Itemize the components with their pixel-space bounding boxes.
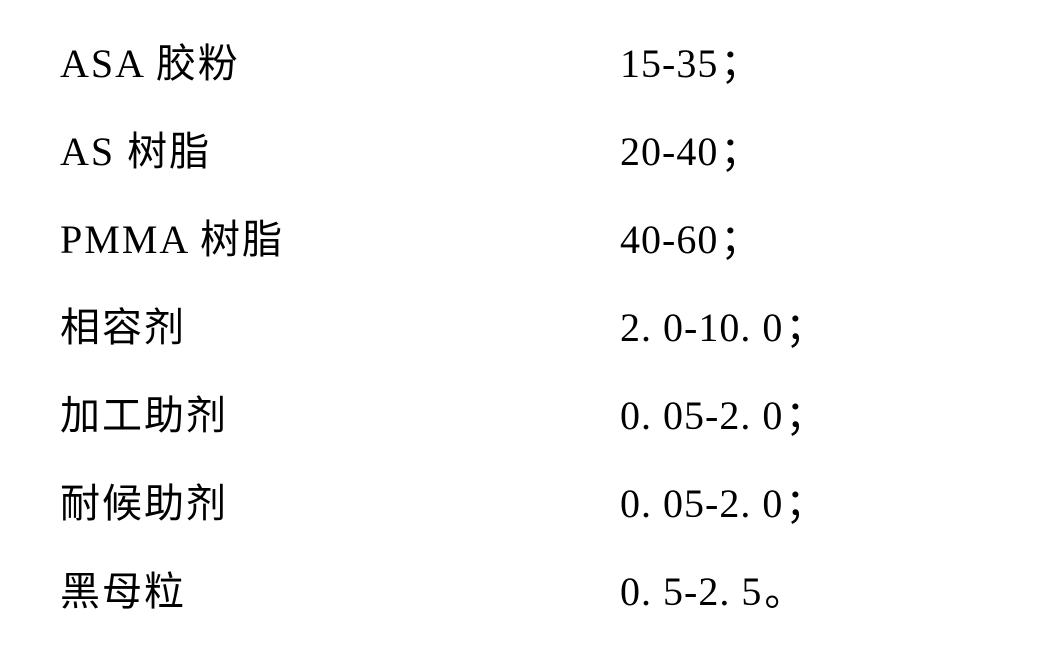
ingredient-value: 15-35； (620, 20, 999, 108)
ingredient-label: AS 树脂 (60, 108, 620, 196)
table-row: AS 树脂 20-40； (60, 108, 999, 196)
table-row: ASA 胶粉 15-35； (60, 20, 999, 108)
table-row: 黑母粒 0. 5-2. 5。 (60, 548, 999, 636)
ingredient-value: 0. 05-2. 0； (620, 372, 999, 460)
ingredient-value: 20-40； (620, 108, 999, 196)
ingredient-value: 0. 05-2. 0； (620, 460, 999, 548)
table-row: PMMA 树脂 40-60； (60, 196, 999, 284)
table-row: 相容剂 2. 0-10. 0； (60, 284, 999, 372)
row-punct: ； (785, 481, 826, 526)
row-punct: ； (720, 217, 761, 262)
ingredient-value: 2. 0-10. 0； (620, 284, 999, 372)
table-row: 加工助剂 0. 05-2. 0； (60, 372, 999, 460)
row-punct: ； (720, 41, 761, 86)
ingredient-label: 耐候助剂 (60, 460, 620, 548)
row-punct: ； (720, 129, 761, 174)
row-punct: ； (785, 305, 826, 350)
ingredient-table: ASA 胶粉 15-35； AS 树脂 20-40； PMMA 树脂 40-60… (0, 0, 1059, 654)
table-row: 耐候助剂 0. 05-2. 0； (60, 460, 999, 548)
row-punct: 。 (764, 569, 805, 614)
ingredient-value: 0. 5-2. 5。 (620, 548, 999, 636)
ingredient-label: PMMA 树脂 (60, 196, 620, 284)
ingredient-label: ASA 胶粉 (60, 20, 620, 108)
ingredient-value: 40-60； (620, 196, 999, 284)
ingredient-label: 黑母粒 (60, 548, 620, 636)
ingredient-label: 相容剂 (60, 284, 620, 372)
row-punct: ； (785, 393, 826, 438)
ingredient-label: 加工助剂 (60, 372, 620, 460)
